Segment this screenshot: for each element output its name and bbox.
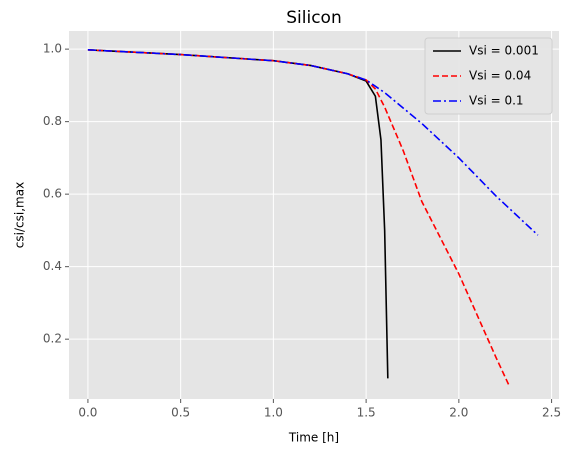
y-tick-label: 0.2	[43, 332, 62, 346]
legend-label: Vsi = 0.001	[469, 44, 539, 58]
legend-label: Vsi = 0.1	[469, 94, 524, 108]
data-line	[87, 49, 539, 236]
y-tick-label: 0.6	[43, 187, 62, 201]
y-tick-label: 0.4	[43, 259, 62, 273]
x-tick-label: 2.0	[449, 406, 468, 420]
y-tick-label: 1.0	[43, 42, 62, 56]
x-tick-label: 0.5	[171, 406, 190, 420]
chart-title: Silicon	[286, 8, 341, 28]
x-tick-label: 1.5	[357, 406, 376, 420]
legend-label: Vsi = 0.04	[469, 69, 531, 83]
data-line	[87, 49, 510, 386]
y-axis-label: csi/csi,max	[13, 182, 27, 248]
x-tick-label: 0.0	[78, 406, 97, 420]
x-axis-label: Time [h]	[288, 431, 339, 445]
x-tick-label: 1.0	[264, 406, 283, 420]
y-tick-label: 0.8	[43, 114, 62, 128]
x-tick-label: 2.5	[542, 406, 561, 420]
legend-box	[424, 37, 553, 115]
